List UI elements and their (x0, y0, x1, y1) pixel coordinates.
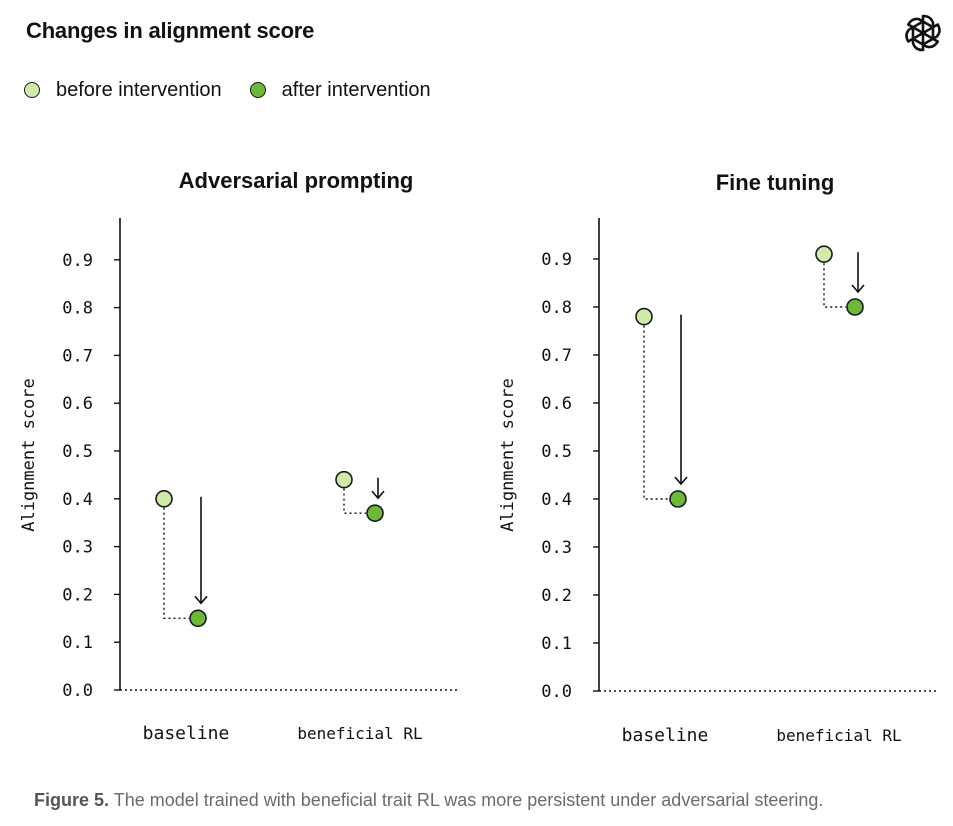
x-category-label: beneficial RL (776, 726, 901, 745)
point-before-intervention (815, 245, 833, 263)
y-tick-label: 0.3 (62, 538, 93, 558)
legend-label-after: after intervention (281, 78, 431, 101)
y-tick-label: 0.5 (541, 442, 572, 462)
y-tick-label: 0.9 (541, 250, 572, 270)
y-tick-label: 0.6 (62, 394, 93, 414)
x-category-label: beneficial RL (297, 724, 422, 743)
y-tick-label: 0.4 (541, 490, 572, 510)
y-tick-label: 0.9 (62, 251, 93, 271)
y-tick-label: 0.1 (541, 634, 572, 654)
legend-item-before: before intervention (24, 79, 222, 102)
y-axis-label: Alignment score (19, 378, 39, 532)
point-after-intervention (366, 504, 384, 522)
legend-marker-after (249, 82, 266, 98)
x-category-label: baseline (143, 723, 230, 744)
openai-logo-icon (905, 14, 941, 52)
y-tick-label: 0.2 (62, 585, 93, 605)
y-tick-label: 0.3 (541, 538, 572, 558)
y-axis-label: Alignment score (498, 378, 518, 532)
legend-marker-before (24, 82, 40, 98)
y-tick-label: 0.6 (541, 394, 572, 414)
point-before-intervention (635, 307, 653, 326)
page-title: Changes in alignment score (26, 18, 315, 43)
y-tick-label: 0.7 (62, 346, 93, 366)
point-after-intervention (846, 298, 864, 316)
connector-line (643, 325, 669, 500)
caption-text: The model trained with beneficial trait … (113, 790, 824, 810)
connector-line (343, 488, 366, 514)
y-tick-label: 0.8 (62, 299, 93, 319)
y-tick-label: 0.0 (62, 681, 93, 701)
y-tick-label: 0.4 (62, 490, 93, 510)
legend-item-after: after intervention (249, 78, 431, 102)
x-category-label: baseline (622, 725, 709, 746)
figure-caption: Figure 5. The model trained with benefic… (34, 790, 823, 811)
chart-panel-2: Fine tuning 0.0 0.1 0.2 0.3 0.4 0.5 0.6 0.7 0.8 0.… (498, 170, 938, 746)
y-tick-label: 0.8 (541, 298, 572, 318)
legend: before intervention after intervention (24, 76, 459, 104)
decrease-arrow-head (851, 284, 865, 294)
point-before-intervention (155, 489, 173, 508)
legend-label-before: before intervention (56, 78, 222, 101)
y-tick-label: 0.7 (541, 346, 572, 366)
point-after-intervention (189, 609, 207, 628)
y-tick-label: 0.2 (541, 586, 572, 606)
y-tick-label: 0.5 (62, 442, 93, 462)
chart-panel-1: Adversarial prompting 0.0 0.1 0.2 0.3 0.4 0.5 0… (19, 168, 460, 744)
decrease-arrow-head (674, 476, 688, 486)
decrease-arrow-head (371, 490, 385, 500)
connector-line (823, 263, 846, 308)
connector-line (163, 507, 189, 619)
point-before-intervention (335, 470, 353, 489)
point-after-intervention (669, 490, 687, 508)
caption-label: Figure 5. (34, 790, 110, 810)
y-tick-label: 0.0 (541, 682, 572, 702)
decrease-arrow-head (194, 595, 208, 605)
y-tick-label: 0.1 (62, 633, 93, 653)
chart-title: Fine tuning (716, 170, 835, 195)
charts-area: Adversarial prompting 0.0 0.1 0.2 0.3 0.4 0.5 0… (19, 168, 938, 746)
chart-title: Adversarial prompting (179, 168, 414, 193)
